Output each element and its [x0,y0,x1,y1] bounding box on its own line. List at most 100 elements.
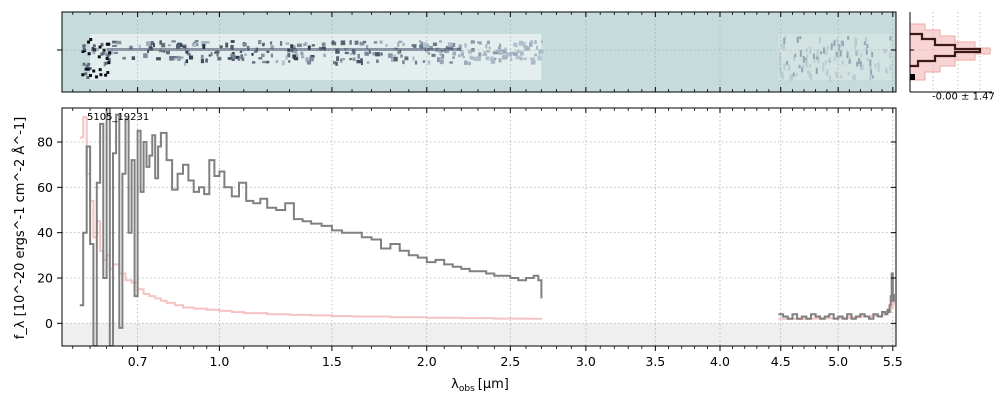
trace-pixel [305,57,309,63]
trace-pixel [516,49,521,54]
trace-pixel [863,41,866,46]
trace-pixel [169,55,174,61]
trace-pixel [820,51,823,55]
trace-pixel [488,46,491,50]
trace-pixel [208,54,212,57]
trace-pixel [253,49,258,53]
trace-pixel [288,60,291,63]
trace-pixel [449,61,453,64]
x-tick-label: 1.5 [322,354,342,369]
profile-inset: -0.00 ± 1.47 [909,12,995,102]
trace-pixel [129,45,133,50]
trace-pixel [167,44,171,47]
trace-pixel [110,50,114,55]
trace-pixel [477,41,482,44]
trace-pixel [204,41,210,44]
trace-pixel [833,57,836,61]
trace-pixel [537,56,543,61]
x-tick-label: 3.0 [576,354,596,369]
trace-pixel [344,51,349,55]
main-grid [62,108,896,346]
trace-pixel [177,55,181,61]
trace-segment-1 [90,34,542,80]
trace-pixel [828,57,831,61]
trace-pixel [530,40,534,44]
trace-pixel [262,43,265,47]
trace-pixel [159,40,162,45]
trace-pixel [515,55,521,60]
trace-pixel [856,61,859,67]
trace-pixel [311,44,315,47]
trace-pixel [437,57,440,63]
trace-pixel [799,50,802,57]
trace-pixel [837,45,840,49]
trace-pixel [92,69,96,73]
trace-pixel [781,72,784,80]
trace-pixel [219,45,223,49]
trace-pixel [262,60,267,64]
trace-pixel [824,60,827,65]
trace-pixel [143,53,148,59]
trace-pixel [427,51,431,55]
trace-pixel [306,59,312,65]
trace-pixel [490,56,494,62]
trace-pixel [440,60,444,63]
trace-pixel [512,51,518,56]
trace-pixel [833,40,836,47]
trace-pixel [822,62,825,70]
trace-pixel [390,56,396,62]
trace-pixel [534,53,538,57]
trace-pixel [461,53,464,56]
trace-pixel [502,54,507,60]
trace-pixel [779,71,782,77]
trace-pixel [103,61,106,67]
trace-pixel [439,56,444,62]
trace-pixel [349,57,352,61]
trace-pixel [104,73,108,77]
trace-pixel [88,66,92,70]
trace-pixel [815,67,818,75]
trace-pixel [494,57,497,60]
trace-pixel [464,43,467,48]
trace-pixel [185,50,189,54]
trace-pixel [364,51,369,56]
trace-pixel [293,56,299,61]
trace-pixel [393,56,398,62]
trace-pixel [540,40,543,43]
trace-pixel [458,54,461,58]
trace-pixel [795,72,798,77]
trace-pixel [856,51,859,55]
trace-pixel [360,61,363,66]
trace-pixel [452,42,456,48]
flux-series-line [79,108,895,346]
trace-pixel [392,54,396,57]
spectrum-2d-panel [57,11,897,93]
spectrum-2d-image [81,34,892,82]
trace-pixel [825,51,828,56]
trace-pixel [490,59,496,64]
trace-pixel [296,53,299,57]
trace-pixel [171,40,176,43]
trace-pixel [794,53,797,58]
trace-pixel [817,56,820,64]
trace-pixel [799,36,802,40]
y-axis-title: f_λ [10^-20 ergs^-1 cm^-2 Å^-1] [12,117,28,340]
trace-pixel [147,49,150,53]
trace-pixel [780,43,783,49]
trace-pixel [398,40,402,44]
y-tick-label: 20 [37,271,53,286]
trace-pixel [373,41,378,44]
trace-pixel [495,50,501,55]
trace-pixel [349,40,352,45]
trace-pixel [332,61,336,65]
trace-pixel [802,64,805,69]
trace-pixel [486,49,490,53]
trace-pixel [92,50,96,55]
trace-pixel [499,43,502,49]
trace-pixel [114,51,118,54]
trace-pixel [859,61,862,67]
trace-pixel [290,44,294,48]
trace-pixel [806,54,809,58]
trace-pixel [471,47,475,52]
